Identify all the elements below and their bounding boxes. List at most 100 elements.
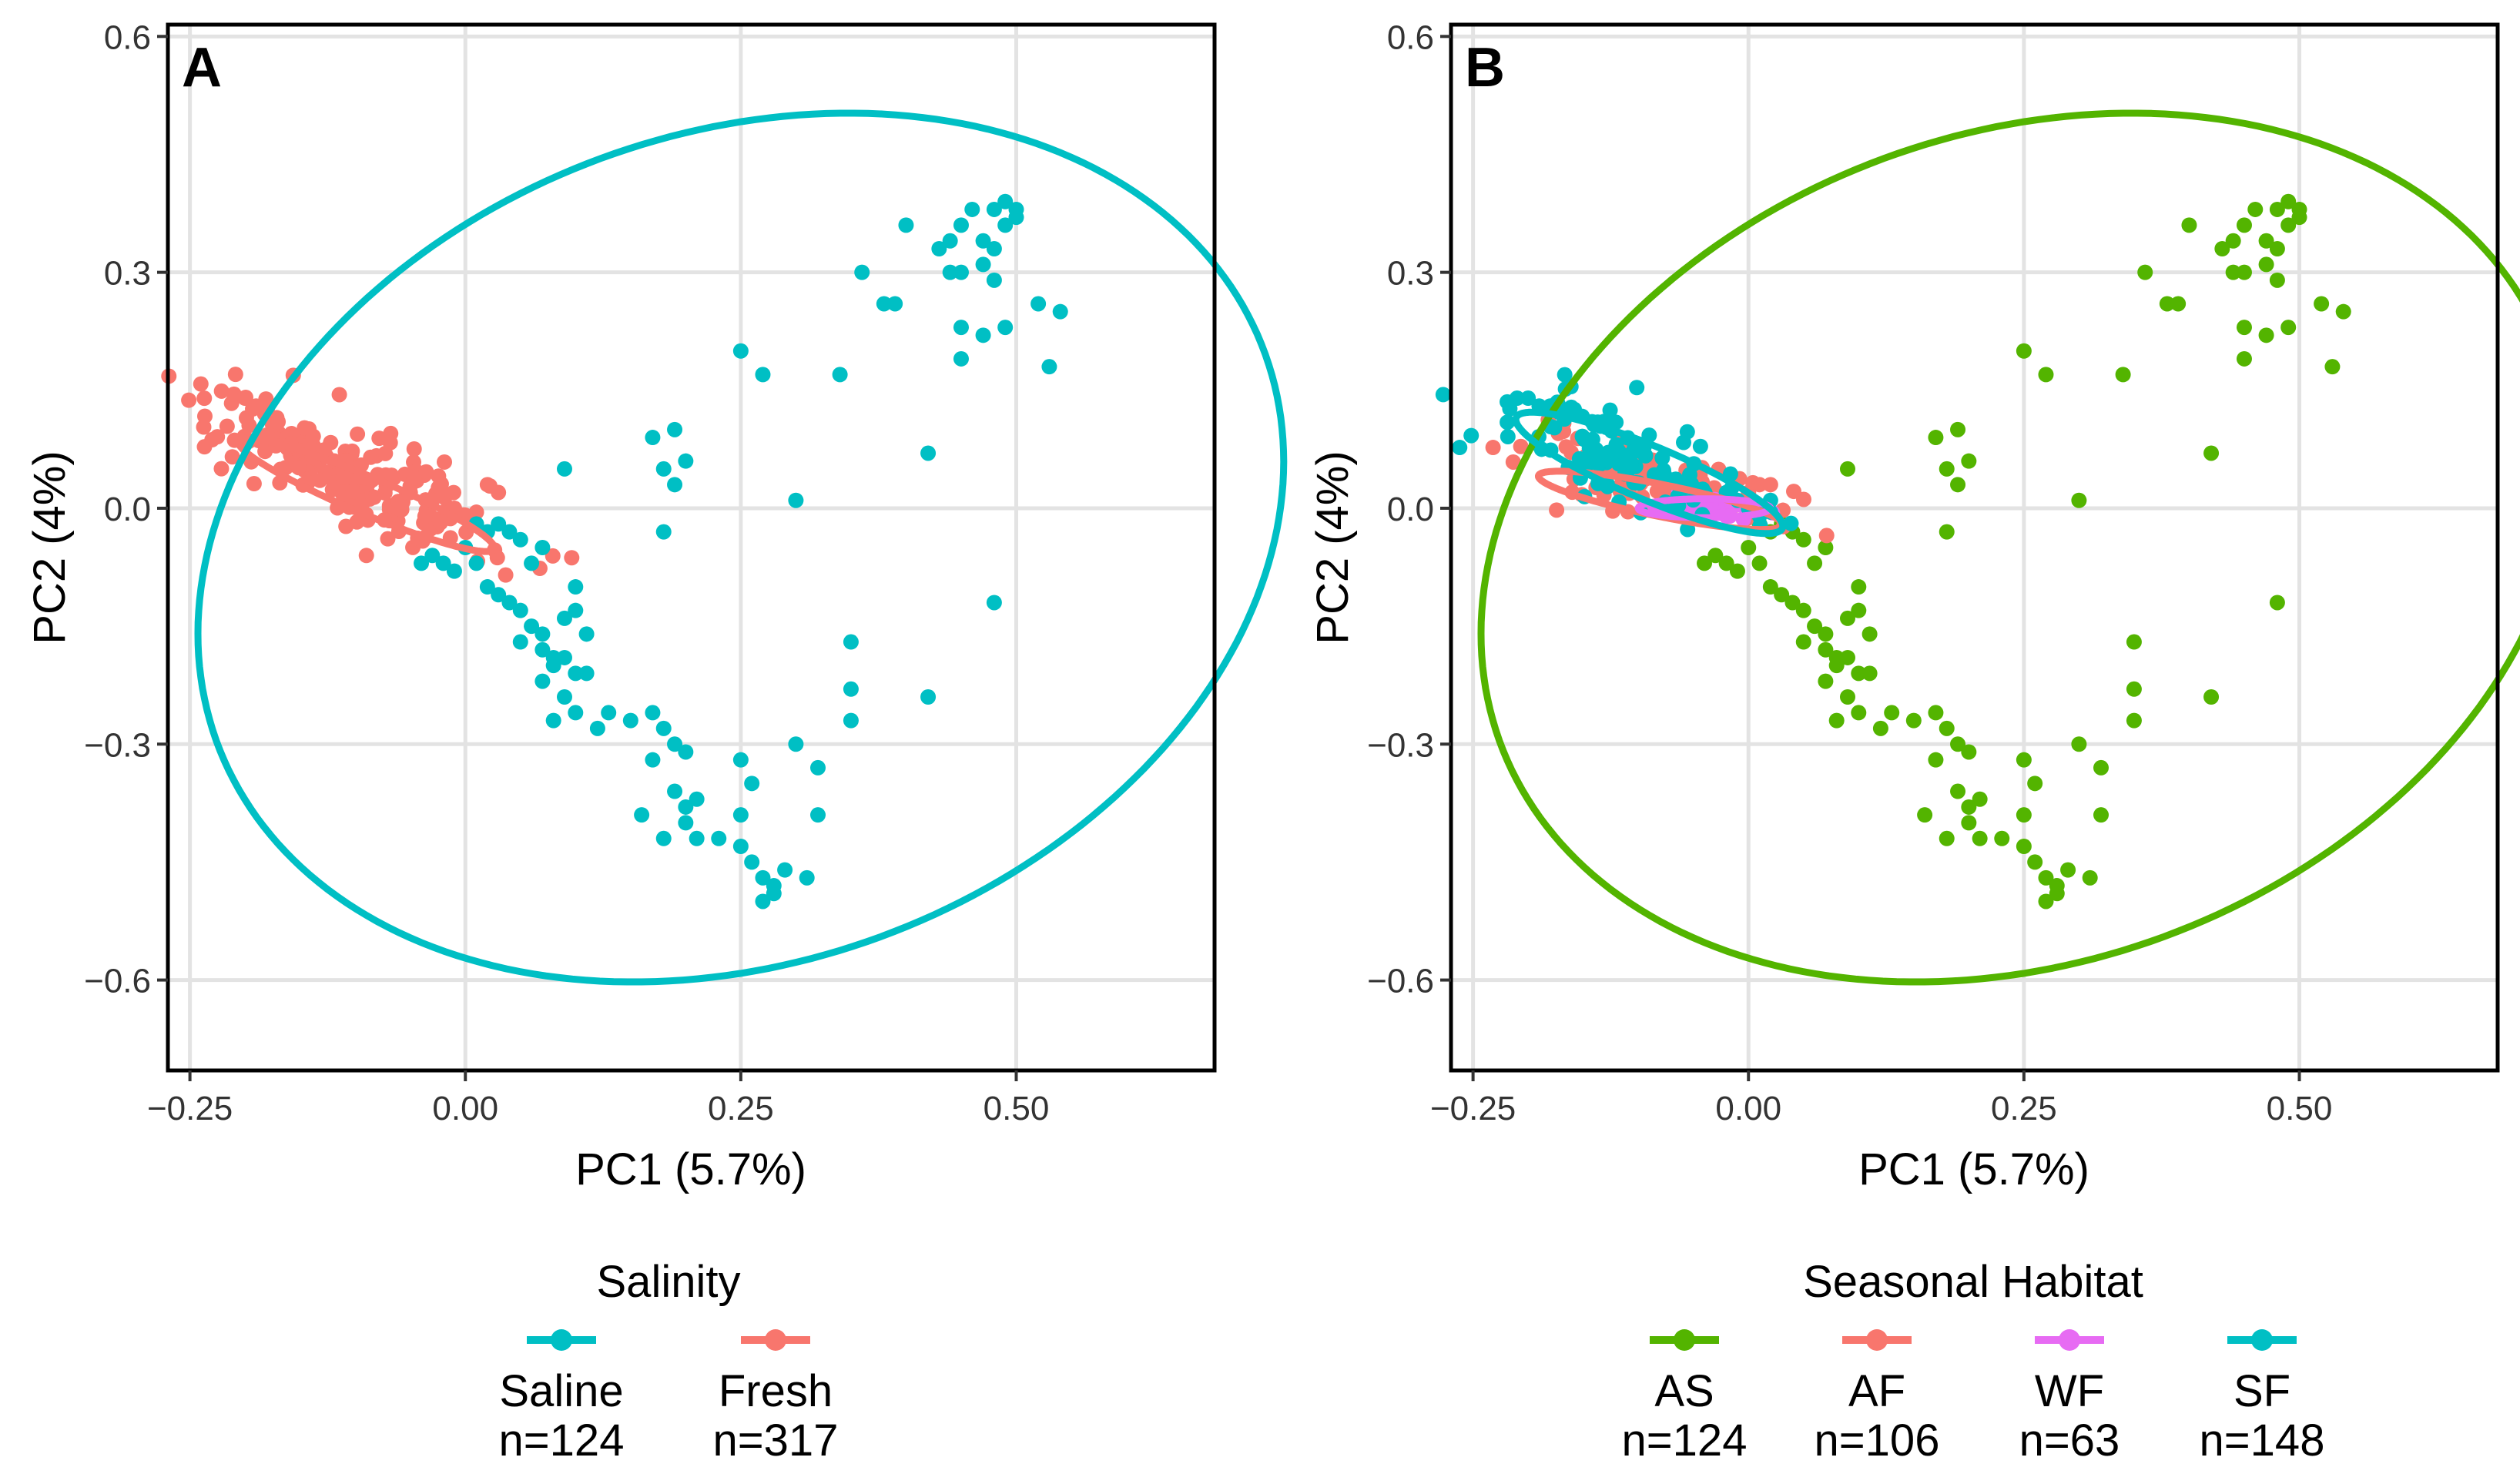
point-saline — [512, 602, 528, 618]
point-as — [1795, 634, 1811, 650]
point-as — [1862, 626, 1878, 642]
point-fresh — [246, 476, 262, 492]
point-af — [1513, 438, 1529, 454]
point-as — [2269, 241, 2285, 256]
point-as — [2027, 854, 2043, 870]
point-saline — [832, 367, 848, 383]
grid — [1451, 25, 2498, 1070]
confidence-ellipses — [1477, 109, 2520, 986]
plot-background — [168, 25, 1215, 1070]
point-saline — [843, 681, 859, 697]
point-saline — [589, 720, 605, 736]
point-saline — [645, 705, 661, 721]
point-saline — [435, 555, 451, 571]
legend-count: n=148 — [2200, 1415, 2325, 1466]
point-saline — [678, 453, 694, 469]
point-saline — [534, 673, 551, 689]
point-as — [1795, 602, 1811, 618]
point-as — [2280, 193, 2297, 209]
point-fresh — [196, 390, 213, 407]
point-saline — [578, 626, 595, 642]
point-saline — [997, 217, 1014, 233]
point-saline — [920, 689, 937, 705]
point-fresh — [380, 531, 396, 547]
point-as — [2016, 839, 2032, 854]
point-as — [1718, 555, 1734, 571]
point-saline — [678, 744, 694, 760]
point-saline — [843, 712, 859, 729]
point-saline — [898, 217, 914, 233]
point-saline — [1030, 296, 1047, 312]
point-fresh — [345, 484, 361, 500]
x-tick-label: 0.50 — [984, 1090, 1050, 1127]
point-saline — [788, 492, 804, 508]
point-as — [2269, 595, 2285, 611]
point-as — [1961, 453, 1977, 469]
point-as — [2027, 776, 2043, 792]
point-saline — [711, 830, 727, 846]
point-saline — [534, 642, 551, 658]
legend-key-dot — [551, 1329, 572, 1351]
point-fresh — [270, 414, 287, 430]
point-saline — [568, 602, 584, 618]
legend-key-dot — [765, 1329, 786, 1351]
legend-key-dot — [2251, 1329, 2273, 1351]
point-af — [1786, 484, 1802, 500]
x-axis-title: PC1 (5.7%) — [575, 1144, 806, 1194]
legend-key-fresh — [741, 1329, 810, 1351]
point-saline — [622, 712, 638, 729]
point-as — [2280, 217, 2297, 233]
point-as — [1828, 712, 1845, 729]
point-fresh — [491, 484, 507, 501]
point-as — [1950, 421, 1966, 437]
point-fresh — [204, 432, 220, 448]
point-saline — [986, 595, 1002, 611]
point-as — [1939, 720, 1955, 736]
legend-count: n=124 — [1622, 1415, 1748, 1466]
point-saline — [524, 618, 540, 635]
point-fresh — [219, 418, 235, 434]
point-as — [2082, 869, 2098, 886]
point-saline — [534, 626, 551, 642]
legend-key-sf — [2227, 1329, 2297, 1351]
point-as — [1950, 783, 1966, 799]
point-as — [2280, 320, 2297, 336]
point-af — [1485, 440, 1501, 456]
point-sf — [1624, 456, 1640, 472]
x-tick-label: 0.25 — [1991, 1090, 2057, 1127]
point-sf — [1520, 390, 1536, 406]
legend-key-as — [1650, 1329, 1719, 1351]
point-as — [2137, 264, 2153, 280]
point-sf — [1597, 452, 1613, 468]
legend-key-dot — [2059, 1329, 2080, 1351]
point-saline — [491, 587, 507, 603]
point-as — [1939, 524, 1955, 540]
point-as — [2093, 807, 2109, 823]
point-as — [2214, 241, 2230, 256]
point-as — [2093, 759, 2109, 776]
point-saline — [667, 783, 683, 799]
point-saline — [942, 264, 958, 280]
ellipse-wf — [1634, 495, 1774, 521]
point-as — [1807, 618, 1823, 635]
point-saline — [755, 367, 771, 383]
point-as — [2314, 296, 2330, 312]
point-as — [1851, 579, 1867, 595]
axis-ticks: −0.25 0.00 0.25 0.50 −0.6 −0.3 0.0 0.3 0.6 — [1367, 18, 2332, 1127]
point-saline — [953, 217, 969, 233]
legend-key-af — [1842, 1329, 1912, 1351]
legend-label: AF — [1848, 1366, 1905, 1416]
plot-background — [1451, 25, 2498, 1070]
point-saline — [975, 256, 991, 273]
plot-frame — [166, 22, 1217, 1073]
point-as — [1994, 830, 2010, 846]
point-saline — [777, 862, 793, 878]
y-axis-title: PC2 (4%) — [1308, 451, 1358, 644]
panel-label: A — [182, 37, 222, 99]
point-sf — [1608, 437, 1624, 453]
point-as — [2225, 233, 2241, 249]
point-saline — [655, 720, 672, 736]
point-saline — [645, 430, 661, 446]
y-tick-label: 0.6 — [1387, 18, 1434, 56]
